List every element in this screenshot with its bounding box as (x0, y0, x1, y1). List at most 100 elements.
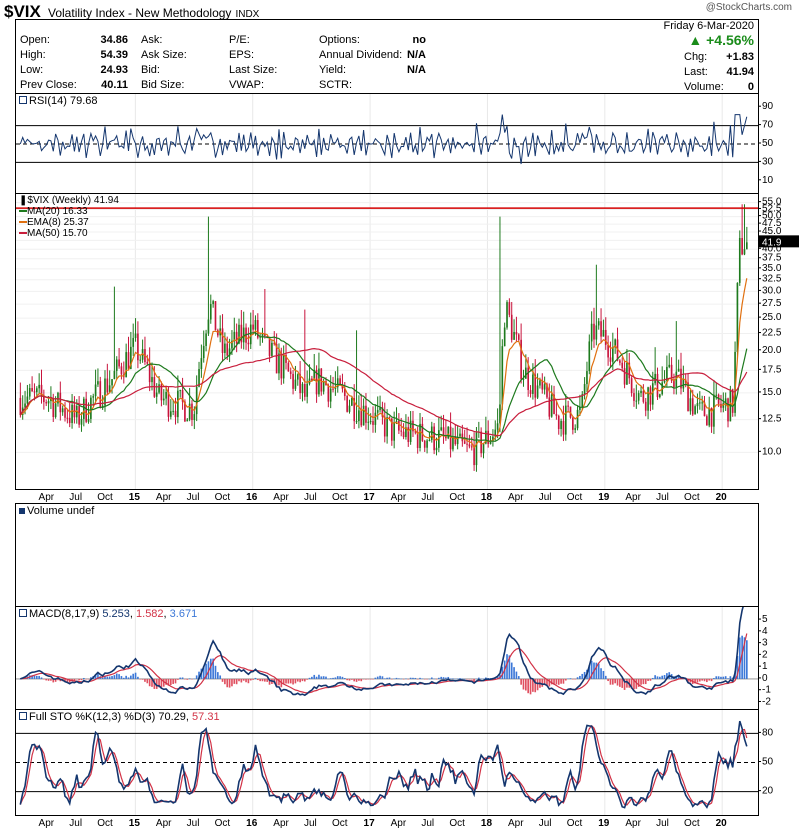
price-tick-label: 22.5 (762, 328, 782, 339)
candle-body (562, 420, 565, 435)
candle-body (414, 431, 417, 433)
macd-hist-bar (468, 678, 471, 680)
macd-hist-bar (141, 678, 144, 680)
macd-hist-bar (188, 678, 191, 679)
macd-hist-bar (238, 678, 240, 682)
open-value: 34.86 (100, 34, 128, 46)
low-value: 24.93 (100, 64, 128, 76)
chg-value: +1.83 (726, 51, 754, 63)
up-arrow-icon: ▲ (688, 32, 703, 48)
macd-hist-bar (45, 678, 48, 681)
candle-body (623, 368, 626, 385)
exchange-label: INDX (235, 9, 260, 20)
macd-hist-bar (440, 676, 443, 679)
sto-plot (16, 710, 758, 815)
candle-body (600, 321, 602, 337)
macd-hist-bar (372, 678, 374, 680)
candle-body (395, 420, 398, 423)
macd-hist-bar (710, 678, 713, 682)
candle-body (127, 352, 130, 369)
macd-hist-bar (562, 678, 565, 684)
candle-body (708, 408, 711, 426)
x-tick-label: Apr (156, 818, 172, 829)
macd-hist-bar (299, 678, 301, 683)
candle-body (738, 237, 741, 283)
low-label: Low: (20, 64, 44, 76)
candle-body (553, 394, 555, 415)
macd-hist-bar (247, 678, 250, 684)
x-axis-top: Apr Jul Oct 15 Apr Jul Oct 16 Apr Jul Oct 17 Apr Jul O… (15, 489, 757, 503)
macd-hist-bar (101, 677, 104, 679)
candle-body (40, 384, 43, 396)
candle-body (400, 430, 403, 432)
macd-hist-bar (322, 676, 325, 679)
yield-value: N/A (407, 64, 426, 76)
sto-title: Full STO %K(12,3) %D(3) 70.29, 57.31 (19, 711, 220, 723)
macd-hist-bar (144, 678, 146, 682)
macd-hist-bar (416, 678, 419, 680)
candle-body (115, 359, 118, 371)
macd-hist-bar (320, 676, 323, 679)
macd-hist-bar (727, 678, 729, 679)
macd-hist-bar (743, 637, 746, 679)
candle-body (630, 378, 633, 394)
macd-hist-bar (329, 678, 332, 679)
macd-hist-bar (66, 678, 69, 683)
candle-body (188, 403, 191, 420)
macd-hist-bar (597, 663, 600, 679)
macd-tick-label: 1 (762, 661, 768, 672)
volume-title: Volume undef (19, 505, 94, 517)
candle-body (468, 444, 471, 447)
macd-hist-bar (640, 678, 642, 685)
candle-body (637, 393, 640, 401)
candle-body (574, 428, 577, 430)
macd-hist-bar (226, 678, 229, 688)
candle-body (731, 389, 734, 413)
candle-body (360, 410, 363, 426)
x-tick-label: 17 (364, 492, 376, 503)
macd-hist-bar (438, 677, 440, 679)
price-tick-label: 12.5 (762, 414, 782, 425)
macd-hist-bar (282, 678, 285, 685)
rsi-plot (16, 94, 758, 194)
macd-hist-bar (254, 677, 257, 679)
macd-hist-bar (256, 678, 259, 681)
candle-body (137, 333, 139, 361)
candle-body (273, 342, 276, 345)
candle-body (536, 385, 539, 398)
macd-hist-bar (120, 676, 123, 679)
macd-hist-bar (57, 678, 59, 681)
macd-hist-bar (698, 678, 701, 682)
x-tick-label: Jul (187, 492, 200, 503)
macd-hist-bar (169, 678, 172, 686)
macd-hist-bar (482, 678, 485, 680)
x-tick-label: Oct (449, 818, 465, 829)
last-value: 41.94 (726, 66, 754, 78)
macd-hist-bar (214, 665, 217, 679)
candle-body (111, 379, 113, 386)
macd-hist-bar (393, 678, 395, 679)
legend-ema8: EMA(8) 25.37 (19, 217, 119, 228)
candle-body (94, 384, 97, 397)
macd-hist-bar (296, 678, 299, 682)
macd-hist-bar (94, 674, 97, 679)
macd-hist-bar (47, 678, 50, 681)
candle-body (576, 409, 579, 429)
candle-body (113, 370, 116, 380)
candle-body (489, 440, 492, 444)
macd-hist-bar (607, 678, 609, 682)
brand-watermark[interactable]: @StockCharts.com (705, 2, 792, 13)
candle-body (289, 371, 292, 374)
macd-hist-bar (590, 660, 593, 679)
x-tick-label: 16 (246, 818, 258, 829)
macd-hist-bar (127, 677, 130, 679)
price-tick-label: 32.5 (762, 274, 782, 285)
macd-hist-bar (449, 678, 452, 679)
candle-body (212, 301, 214, 305)
candle-body (296, 374, 299, 380)
x-tick-label: Jul (69, 818, 82, 829)
volume-label: Volume: (684, 81, 724, 93)
x-tick-label: Jul (304, 492, 317, 503)
macd-hist-bar (240, 678, 243, 683)
macd-hist-bar (379, 675, 381, 679)
